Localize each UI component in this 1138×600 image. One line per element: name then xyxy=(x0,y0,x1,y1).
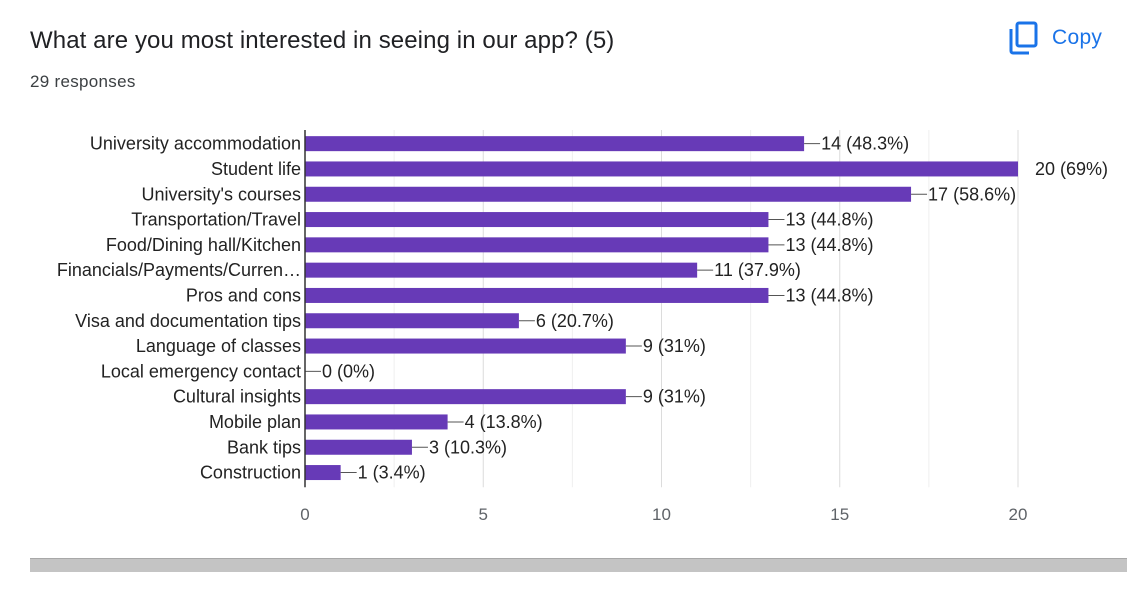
bar-chart: 0 5 10 15 20 University accommodation 14 (48.3… xyxy=(0,120,1138,530)
data-label: 17 (58.6%) xyxy=(928,184,1016,204)
data-label: 13 (44.8%) xyxy=(785,285,873,305)
category-label: University's courses xyxy=(142,184,301,204)
bar xyxy=(305,186,912,202)
copy-label: Copy xyxy=(1052,26,1103,49)
data-label: 4 (13.8%) xyxy=(465,412,543,432)
x-tick-label: 0 xyxy=(300,505,309,524)
bar xyxy=(305,212,769,228)
category-label: Language of classes xyxy=(136,336,301,356)
bar-chart-svg: 0 5 10 15 20 University accommodation 14 (48.3… xyxy=(57,130,1108,524)
question-title: What are you most interested in seeing i… xyxy=(30,27,615,54)
data-label: 6 (20.7%) xyxy=(536,311,614,331)
data-label: 1 (3.4%) xyxy=(358,463,426,483)
x-tick-label: 10 xyxy=(652,505,671,524)
data-label: 13 (44.8%) xyxy=(785,235,873,255)
x-tick-label: 5 xyxy=(479,505,488,524)
category-label: Mobile plan xyxy=(209,412,301,432)
category-label: Cultural insights xyxy=(173,387,301,407)
data-label: 20 (69%) xyxy=(1035,159,1108,179)
bar xyxy=(305,262,698,278)
category-label: Food/Dining hall/Kitchen xyxy=(106,235,301,255)
category-label: Visa and documentation tips xyxy=(75,311,301,331)
copy-button[interactable]: Copy xyxy=(1000,18,1110,58)
data-label: 9 (31%) xyxy=(643,336,706,356)
x-tick-label: 20 xyxy=(1009,505,1028,524)
category-label: Construction xyxy=(200,463,301,483)
category-label: Pros and cons xyxy=(186,285,301,305)
bar xyxy=(305,338,626,354)
bar xyxy=(305,313,519,329)
data-label: 9 (31%) xyxy=(643,387,706,407)
copy-icon xyxy=(1009,21,1038,55)
category-label: Transportation/Travel xyxy=(131,210,301,230)
category-label: Financials/Payments/Curren… xyxy=(57,260,301,280)
data-label: 0 (0%) xyxy=(322,361,375,381)
bar xyxy=(305,414,448,430)
bar xyxy=(305,161,1018,177)
bar xyxy=(305,465,341,481)
bar xyxy=(305,287,769,303)
category-label: Bank tips xyxy=(227,437,301,457)
bar xyxy=(305,237,769,253)
category-label: Student life xyxy=(211,159,301,179)
response-count: 29 responses xyxy=(30,72,136,91)
bar xyxy=(305,136,805,152)
bar xyxy=(305,389,626,405)
x-tick-label: 15 xyxy=(830,505,849,524)
horizontal-scrollbar[interactable] xyxy=(30,558,1127,572)
category-label: University accommodation xyxy=(90,134,301,154)
data-label: 13 (44.8%) xyxy=(785,210,873,230)
data-label: 3 (10.3%) xyxy=(429,437,507,457)
category-label: Local emergency contact xyxy=(101,361,301,381)
data-label: 11 (37.9%) xyxy=(714,260,801,280)
bar xyxy=(305,439,412,455)
data-label: 14 (48.3%) xyxy=(821,134,909,154)
